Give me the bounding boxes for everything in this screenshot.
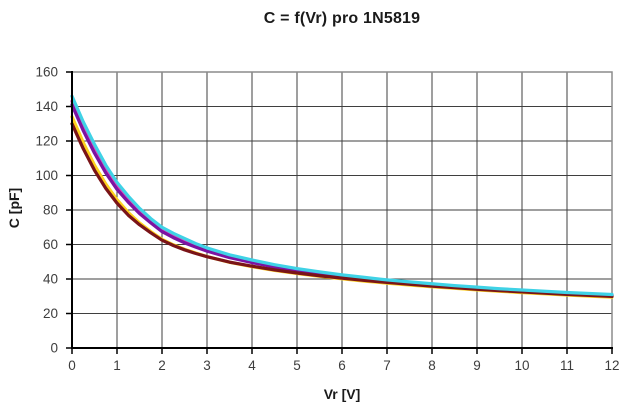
x-tick-label: 3	[203, 358, 211, 373]
x-tick-label: 7	[383, 358, 391, 373]
y-tick-label: 60	[43, 237, 58, 252]
x-tick-label: 12	[604, 358, 619, 373]
x-tick-label: 6	[338, 358, 346, 373]
y-tick-label: 140	[35, 99, 58, 114]
series-line-dark-red	[70, 122, 614, 299]
x-tick-label: 0	[68, 358, 76, 373]
x-tick-label: 10	[514, 358, 529, 373]
x-tick-label: 8	[428, 358, 436, 373]
x-tick-label: 9	[473, 358, 481, 373]
x-tick-label: 2	[158, 358, 166, 373]
y-tick-label: 80	[43, 203, 58, 218]
y-tick-label: 160	[35, 65, 58, 80]
y-tick-label: 20	[43, 306, 58, 321]
y-tick-label: 0	[50, 341, 58, 356]
chart-title: C = f(Vr) pro 1N5819	[263, 10, 421, 27]
y-tick-label: 40	[43, 272, 58, 287]
x-tick-label: 4	[248, 358, 256, 373]
x-tick-label: 11	[560, 358, 574, 373]
x-tick-label: 1	[113, 358, 121, 373]
x-tick-label: 5	[293, 358, 301, 373]
x-axis-title: Vr [V]	[323, 386, 361, 402]
y-tick-label: 120	[35, 134, 58, 149]
y-tick-label: 100	[35, 168, 58, 183]
series-line-turquoise	[70, 94, 614, 297]
